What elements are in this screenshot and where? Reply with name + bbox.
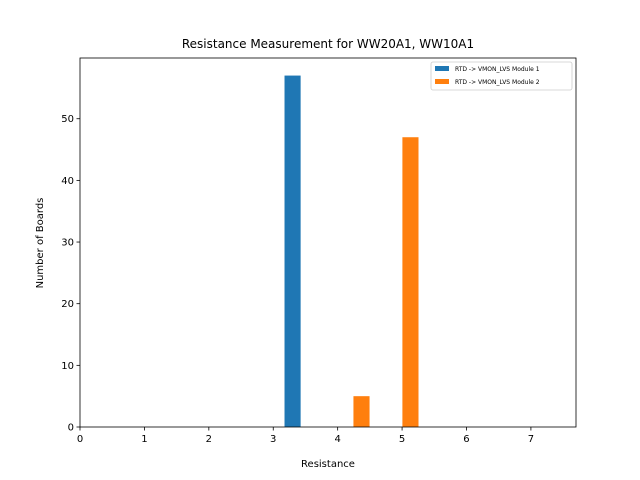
axes-frame: [79, 57, 577, 428]
x-tick-label: 0: [77, 434, 83, 445]
x-tick-label: 5: [399, 434, 405, 445]
axes: 0 1 2 3 4 5 6 7 0 10 20 30 40 50: [61, 57, 577, 445]
legend-swatch-2: [435, 79, 449, 84]
plot-area: [284, 75, 419, 428]
chart-title: Resistance Measurement for WW20A1, WW10A…: [182, 37, 474, 51]
legend-swatch-1: [435, 66, 449, 71]
bar-series-2-2: [402, 137, 419, 427]
bar-series-1-1: [284, 75, 301, 428]
legend-label-1: RTD -> VMON_LVS Module 1: [455, 66, 540, 73]
x-tick-label: 6: [463, 434, 469, 445]
x-tick-label: 3: [270, 434, 276, 445]
y-tick-label: 50: [61, 114, 74, 125]
x-tick-label: 7: [528, 434, 534, 445]
x-tick-label: 1: [141, 434, 147, 445]
legend: RTD -> VMON_LVS Module 1 RTD -> VMON_LVS …: [430, 61, 573, 91]
y-tick-label: 30: [61, 238, 74, 249]
legend-label-2: RTD -> VMON_LVS Module 2: [455, 79, 540, 86]
x-tick-label: 2: [206, 434, 212, 445]
y-tick-label: 40: [61, 176, 74, 187]
y-tick-label: 10: [61, 361, 74, 372]
y-tick-label: 0: [68, 423, 74, 434]
x-tick-label: 4: [334, 434, 340, 445]
legend-box: [430, 61, 573, 91]
bar-series-2-1: [353, 396, 370, 427]
x-axis-title: Resistance: [301, 459, 355, 470]
y-axis-title: Number of Boards: [35, 198, 46, 289]
y-tick-label: 20: [61, 299, 74, 310]
